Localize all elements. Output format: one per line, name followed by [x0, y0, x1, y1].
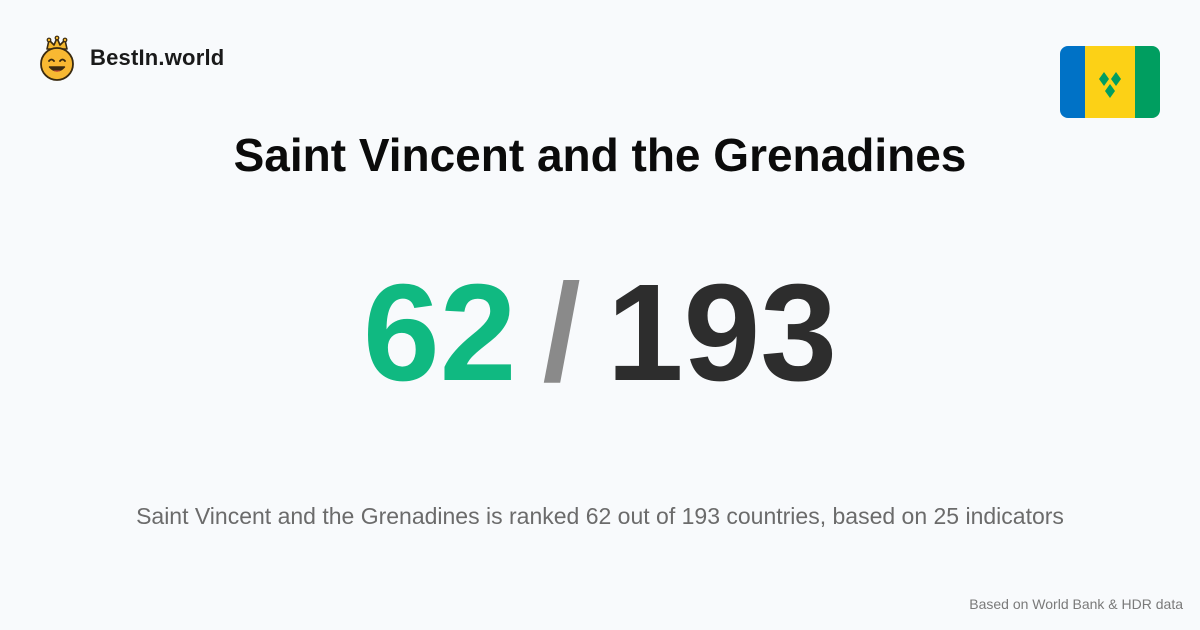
crowned-smiley-icon	[40, 35, 74, 81]
flag-diamond	[1099, 72, 1109, 86]
brand-name: BestIn.world	[90, 45, 225, 70]
flag-stripe-yellow	[1085, 46, 1135, 118]
brand[interactable]: BestIn.world	[38, 35, 224, 81]
flag-diamond	[1105, 84, 1115, 98]
rank-total: 193	[606, 256, 838, 410]
saint-vincent-grenadines-flag-icon	[1060, 46, 1160, 118]
source-note: Based on World Bank & HDR data	[969, 596, 1183, 612]
page-title: Saint Vincent and the Grenadines	[233, 128, 967, 181]
flag-stripe-blue	[1060, 46, 1085, 118]
rank-value: 62	[362, 256, 517, 410]
ranking-description: Saint Vincent and the Grenadines is rank…	[136, 503, 1064, 529]
rank-separator: /	[542, 256, 581, 410]
flag-stripe-green	[1135, 46, 1160, 118]
rank-display: 62/193	[0, 258, 1200, 408]
flag-diamond	[1111, 72, 1121, 86]
